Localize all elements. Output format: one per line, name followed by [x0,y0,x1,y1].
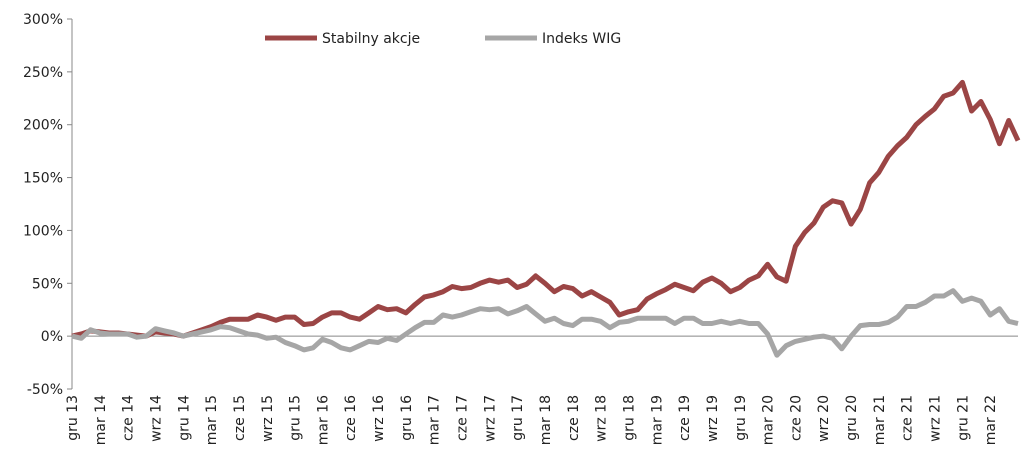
x-tick-label: gru 18 [621,395,637,441]
x-tick-label: cze 16 [343,395,359,441]
x-tick-label: gru 15 [288,395,304,441]
x-tick-label: gru 13 [65,395,81,441]
x-tick-label: mar 21 [872,395,888,445]
x-tick-label: cze 20 [788,395,804,441]
x-tick-label: cze 15 [232,395,248,441]
x-tick-label: cze 14 [121,395,137,441]
x-tick-label: mar 17 [427,395,443,445]
y-tick-label: 250% [23,65,63,81]
x-tick-label: gru 16 [399,395,415,441]
x-tick-label: gru 20 [844,395,860,441]
series-line [71,288,1019,358]
x-tick-label: wrz 21 [928,395,944,442]
x-tick-label: wrz 20 [816,395,832,442]
x-tick-label: mar 18 [538,395,554,445]
x-tick-label: mar 20 [761,395,777,445]
x-tick-label: cze 18 [566,395,582,441]
y-tick-label: 50% [32,276,63,292]
y-tick-label: 100% [23,223,63,239]
x-tick-label: wrz 15 [260,395,276,442]
x-tick-label: gru 17 [510,395,526,441]
legend-label: Indeks WIG [542,31,621,47]
x-tick-label: wrz 19 [705,395,721,442]
x-tick-label: mar 19 [649,395,665,445]
x-tick-label: wrz 17 [482,395,498,442]
x-tick-label: mar 15 [204,395,220,445]
y-tick-label: 0% [41,329,63,345]
x-tick-label: mar 16 [315,395,331,445]
x-tick-label: wrz 16 [371,395,387,442]
x-tick-label: mar 14 [93,395,109,445]
x-tick-label: wrz 14 [148,395,164,442]
y-tick-label: 150% [23,171,63,187]
x-tick-label: gru 21 [955,395,971,441]
x-tick-label: cze 19 [677,395,693,441]
x-tick-label: mar 22 [983,395,999,445]
x-tick-label: cze 21 [900,395,916,441]
y-tick-label: -50% [27,382,63,398]
x-tick-label: gru 19 [733,395,749,441]
legend-label: Stabilny akcje [322,31,420,47]
x-tick-label: wrz 18 [594,395,610,442]
x-tick-label: gru 14 [176,395,192,441]
y-tick-label: 300% [23,12,63,28]
series-line [71,79,1021,339]
x-tick-label: cze 17 [455,395,471,441]
y-tick-label: 200% [23,118,63,134]
